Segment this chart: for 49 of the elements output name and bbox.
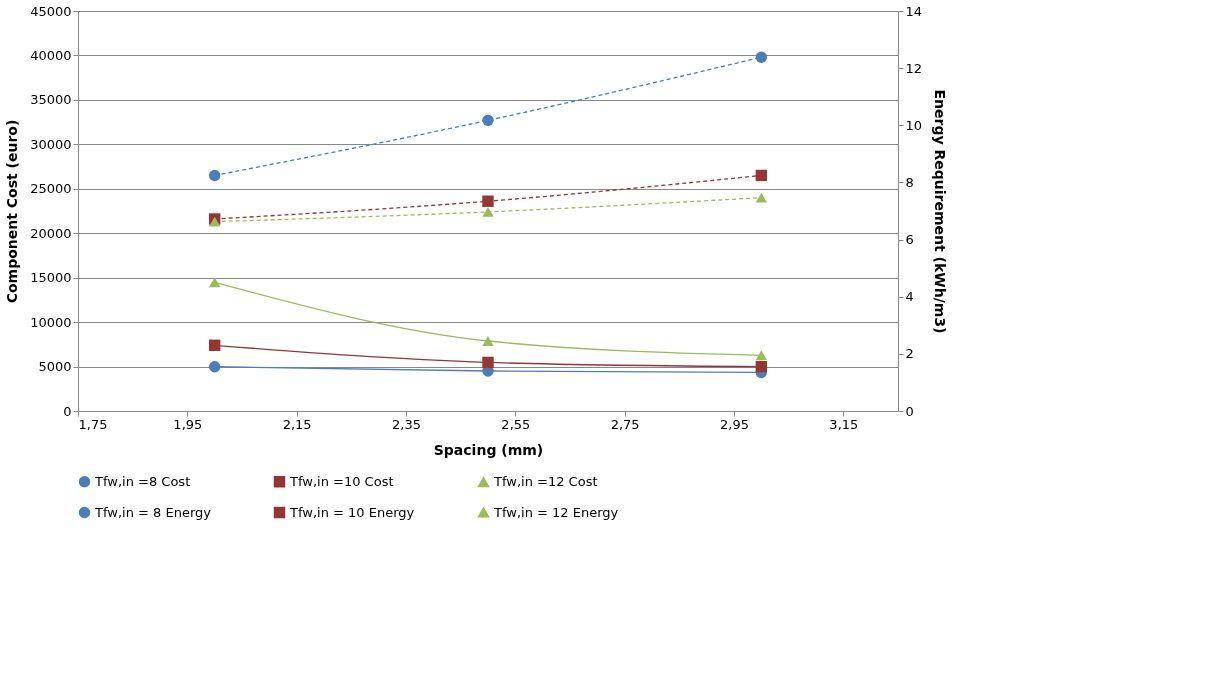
point <box>482 206 494 217</box>
y-tick-label: 0 <box>63 403 72 419</box>
point <box>755 192 768 203</box>
legend-label: Tfw,in = 12 Energy <box>493 504 619 520</box>
x-tick-label: 1,95 <box>173 416 203 432</box>
y-tick-label: 20000 <box>30 225 72 241</box>
x-tick-label: 1,75 <box>78 416 108 432</box>
x-tick-label: 2,75 <box>610 416 640 432</box>
y2-tick-label: 6 <box>905 232 914 248</box>
point <box>482 356 494 369</box>
point <box>755 169 768 182</box>
y-tick-label: 30000 <box>30 136 72 152</box>
y-tick-label: 5000 <box>38 359 72 375</box>
point <box>208 339 221 351</box>
point <box>482 114 494 127</box>
point <box>208 169 221 182</box>
point <box>755 361 768 373</box>
y-tick-label: 25000 <box>30 181 72 197</box>
y2-tick-label: 4 <box>905 289 914 305</box>
y2-tick-label: 0 <box>905 403 914 419</box>
y-tick-label: 35000 <box>30 92 72 108</box>
y2-tick-label: 10 <box>905 117 923 133</box>
y-tick-label: 10000 <box>30 314 72 330</box>
legend-label: Tfw,in =10 Cost <box>289 473 394 489</box>
y-tick-label: 15000 <box>30 270 72 286</box>
y-axis-title: Component Cost (euro) <box>4 119 21 304</box>
x-tick-label: 2,15 <box>282 416 312 432</box>
point <box>482 336 494 346</box>
point <box>755 350 768 361</box>
y-tick-label: 40000 <box>30 47 72 63</box>
x-tick-label: 3,15 <box>829 416 859 432</box>
legend-label: Tfw,in =12 Cost <box>493 474 598 490</box>
point <box>755 51 768 63</box>
y2-tick-label: 14 <box>905 3 923 19</box>
y2-tick-label: 2 <box>905 346 914 362</box>
point <box>208 277 221 288</box>
legend-label: Tfw,in =8 Cost <box>94 473 191 489</box>
y2-tick-label: 12 <box>905 60 923 76</box>
legend-label: Tfw,in = 8 Energy <box>94 504 212 520</box>
y2-tick-label: 8 <box>905 174 914 190</box>
x-axis-title: Spacing (mm) <box>433 441 544 458</box>
y-tick-label: 45000 <box>30 3 72 19</box>
x-tick-label: 2,35 <box>392 416 421 432</box>
point <box>208 361 221 373</box>
point <box>482 195 494 207</box>
legend-label: Tfw,in = 10 Energy <box>289 504 415 520</box>
x-tick-label: 2,55 <box>501 416 531 432</box>
x-tick-label: 2,95 <box>720 416 749 432</box>
y2-axis-title: Energy Requirement (kWh/m3) <box>932 89 949 334</box>
